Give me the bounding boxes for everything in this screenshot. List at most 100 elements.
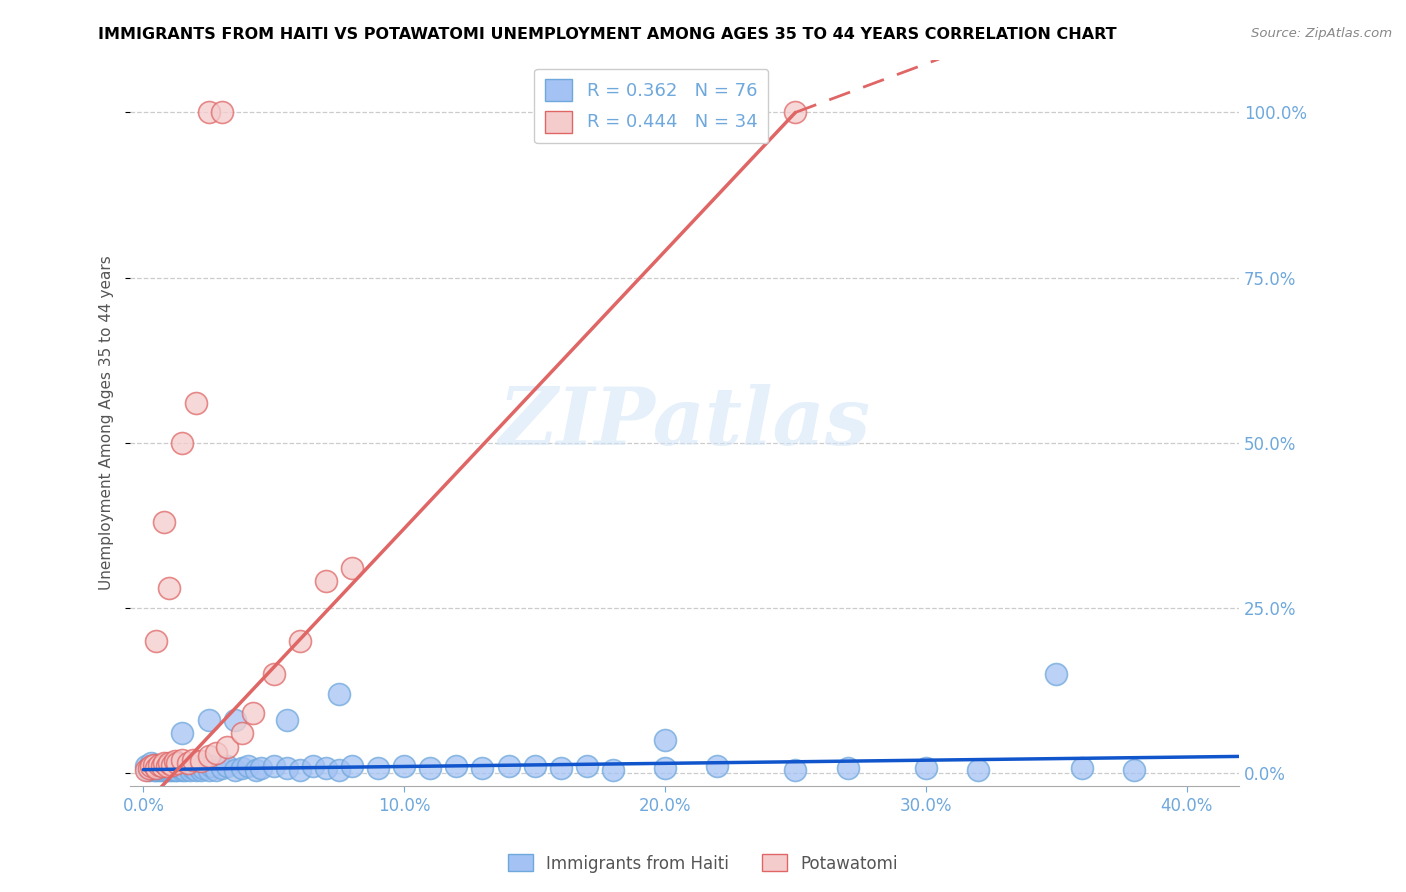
Point xyxy=(276,713,298,727)
Point xyxy=(224,713,246,727)
Point xyxy=(392,759,415,773)
Point xyxy=(211,105,233,120)
Point xyxy=(160,759,183,773)
Point xyxy=(706,759,728,773)
Point xyxy=(141,759,163,773)
Point xyxy=(914,761,936,775)
Point xyxy=(215,759,238,773)
Point xyxy=(153,758,176,772)
Point xyxy=(419,761,441,775)
Point xyxy=(245,763,267,777)
Point xyxy=(142,758,165,772)
Point xyxy=(242,706,264,721)
Point xyxy=(328,687,350,701)
Point xyxy=(205,763,228,777)
Point xyxy=(166,763,188,777)
Point xyxy=(1071,761,1094,775)
Point xyxy=(172,763,194,777)
Point xyxy=(145,759,167,773)
Point xyxy=(197,763,219,777)
Point xyxy=(190,754,212,768)
Point xyxy=(340,759,363,773)
Legend: Immigrants from Haiti, Potawatomi: Immigrants from Haiti, Potawatomi xyxy=(501,847,905,880)
Point xyxy=(263,759,285,773)
Point xyxy=(156,763,179,777)
Point xyxy=(193,761,215,775)
Point xyxy=(302,759,325,773)
Point xyxy=(181,753,204,767)
Point xyxy=(197,105,219,120)
Point xyxy=(184,763,207,777)
Point xyxy=(174,763,197,777)
Point xyxy=(215,739,238,754)
Point xyxy=(184,396,207,410)
Point xyxy=(166,756,188,770)
Point xyxy=(200,759,222,773)
Point xyxy=(138,763,160,777)
Point xyxy=(163,763,186,777)
Point xyxy=(446,759,468,773)
Point xyxy=(1045,666,1067,681)
Point xyxy=(315,761,337,775)
Point xyxy=(156,759,179,773)
Point xyxy=(367,761,389,775)
Point xyxy=(197,713,219,727)
Point xyxy=(967,763,990,777)
Point xyxy=(150,763,173,777)
Point xyxy=(138,761,160,775)
Point xyxy=(1123,763,1146,777)
Point xyxy=(575,759,598,773)
Point xyxy=(145,761,167,775)
Point xyxy=(288,763,311,777)
Point xyxy=(172,726,194,740)
Text: ZIPatlas: ZIPatlas xyxy=(499,384,870,462)
Point xyxy=(315,574,337,589)
Point xyxy=(179,763,201,777)
Text: Source: ZipAtlas.com: Source: ZipAtlas.com xyxy=(1251,27,1392,40)
Point xyxy=(276,761,298,775)
Point xyxy=(141,756,163,770)
Point xyxy=(172,435,194,450)
Point xyxy=(785,763,807,777)
Point xyxy=(523,759,546,773)
Point xyxy=(141,761,163,775)
Point xyxy=(142,758,165,772)
Point xyxy=(602,763,624,777)
Text: IMMIGRANTS FROM HAITI VS POTAWATOMI UNEMPLOYMENT AMONG AGES 35 TO 44 YEARS CORRE: IMMIGRANTS FROM HAITI VS POTAWATOMI UNEM… xyxy=(98,27,1116,42)
Point xyxy=(654,732,676,747)
Point xyxy=(177,759,200,773)
Point xyxy=(837,761,859,775)
Point xyxy=(550,761,572,775)
Point xyxy=(169,759,191,773)
Point xyxy=(197,749,219,764)
Point xyxy=(785,105,807,120)
Point xyxy=(654,761,676,775)
Point xyxy=(471,761,494,775)
Point xyxy=(145,763,167,777)
Point xyxy=(236,759,259,773)
Point xyxy=(288,633,311,648)
Point xyxy=(159,763,181,777)
Point xyxy=(148,758,170,772)
Point xyxy=(148,759,170,773)
Point xyxy=(153,756,176,770)
Point xyxy=(172,753,194,767)
Y-axis label: Unemployment Among Ages 35 to 44 years: Unemployment Among Ages 35 to 44 years xyxy=(100,255,114,591)
Point xyxy=(135,763,157,777)
Point xyxy=(159,761,181,775)
Point xyxy=(145,633,167,648)
Point xyxy=(156,759,179,773)
Point xyxy=(153,763,176,777)
Point xyxy=(150,761,173,775)
Point xyxy=(160,763,183,777)
Point xyxy=(211,761,233,775)
Point xyxy=(142,763,165,777)
Point xyxy=(205,746,228,760)
Point xyxy=(231,726,253,740)
Point xyxy=(187,759,209,773)
Point xyxy=(177,756,200,770)
Point xyxy=(263,666,285,681)
Point xyxy=(160,758,183,772)
Point xyxy=(150,759,173,773)
Point xyxy=(163,754,186,768)
